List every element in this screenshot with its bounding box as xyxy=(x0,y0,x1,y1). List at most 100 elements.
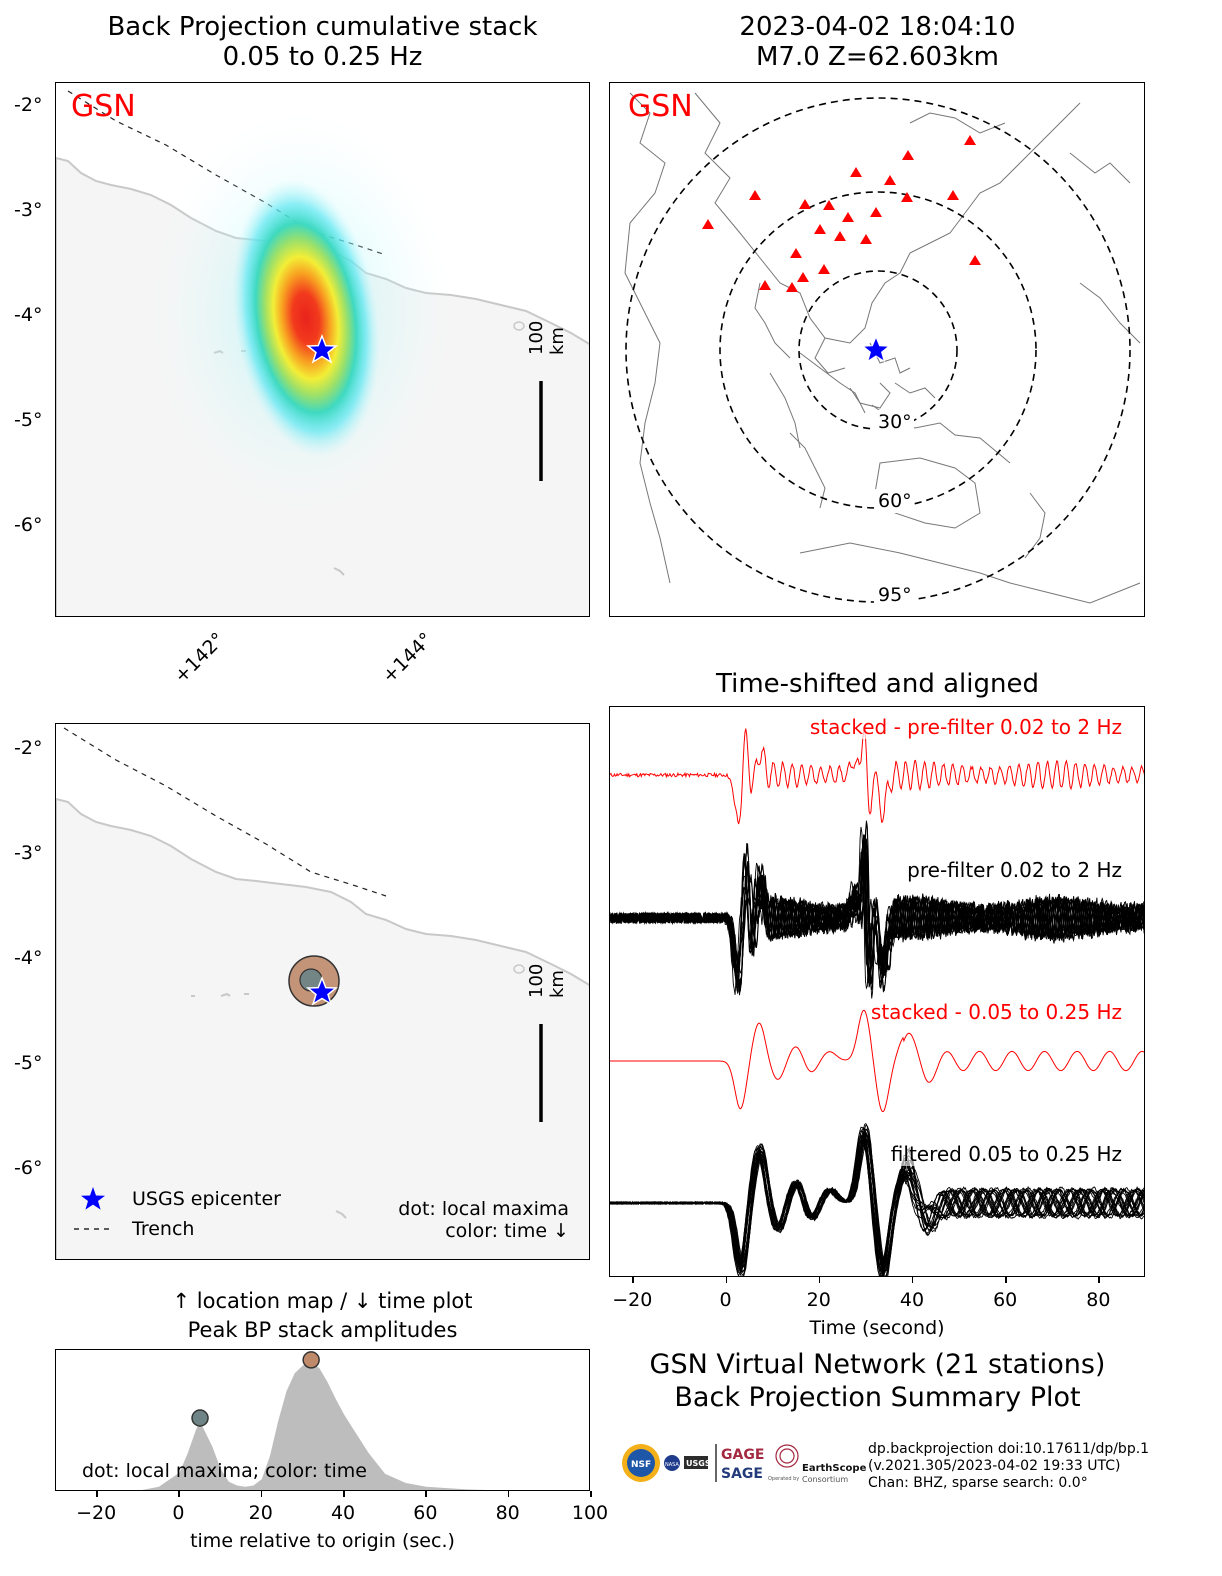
earthscope-logo-text: EarthScope xyxy=(802,1463,867,1474)
peak-x-tick: 40 xyxy=(330,1502,356,1524)
local-lat-tick-5: -6° xyxy=(14,1157,43,1179)
trace-label-stacked-bp: stacked - 0.05 to 0.25 Hz xyxy=(870,1000,1122,1024)
station-marker xyxy=(799,199,811,209)
bp-lat-tick-5: -6° xyxy=(14,514,43,536)
station-marker xyxy=(834,231,846,241)
station-marker xyxy=(870,207,882,217)
station-marker xyxy=(901,192,913,202)
local-trench xyxy=(63,727,387,897)
peak-title: ↑ location map / ↓ time plot Peak BP sta… xyxy=(55,1287,590,1345)
trace-svg xyxy=(610,726,1144,1276)
station-marker xyxy=(749,190,761,200)
peak-x-tick: 60 xyxy=(413,1502,438,1524)
bp-title-line2: 0.05 to 0.25 Hz xyxy=(222,42,423,72)
legend-epicenter-label: USGS epicenter xyxy=(132,1188,281,1210)
peak-local-max-dot xyxy=(191,1409,209,1427)
station-title-line1: 2023-04-02 18:04:10 xyxy=(739,12,1016,42)
trace-panel: stacked - pre-filter 0.02 to 2 Hz pre-fi… xyxy=(609,706,1145,1277)
trace-x-tick: 20 xyxy=(806,1289,831,1311)
station-marker xyxy=(759,280,771,290)
local-island xyxy=(513,964,525,974)
peak-area xyxy=(141,1362,487,1490)
local-lat-tick-4: -5° xyxy=(14,1052,43,1074)
bp-title-line1: Back Projection cumulative stack xyxy=(107,12,538,42)
local-note-line2: color: time ↓ xyxy=(445,1220,569,1242)
station-epicenter-star xyxy=(861,335,891,363)
station-title-line2: M7.0 Z=62.603km xyxy=(755,42,999,72)
trace-title: Time-shifted and aligned xyxy=(716,669,1039,699)
trace-x-tickmark xyxy=(818,1277,821,1283)
peak-x-tickmark xyxy=(590,1491,592,1497)
bp-island xyxy=(513,321,525,331)
ring-95 xyxy=(625,97,1131,603)
local-lat-tick-1: -2° xyxy=(14,737,43,759)
bp-map-svg xyxy=(56,90,589,616)
legend-epicenter-icon xyxy=(81,1187,105,1210)
station-marker xyxy=(786,282,798,292)
trace-x-tickmark xyxy=(1098,1277,1100,1283)
bp-epicenter-star xyxy=(305,333,339,364)
earthscope-logo xyxy=(775,1444,799,1468)
peak-x-tickmark xyxy=(343,1491,345,1497)
peak-x-tick: −20 xyxy=(76,1502,117,1524)
legend-trench-label: Trench xyxy=(132,1218,195,1240)
trace-stacked-prefilter xyxy=(610,726,1144,825)
footer-text: dp.backprojection doi:10.17611/dp/bp.1 (… xyxy=(868,1441,1222,1492)
trace-prefilter-station xyxy=(610,834,1144,984)
station-marker xyxy=(818,264,830,274)
nsf-logo-text: NSF xyxy=(631,1460,651,1470)
bp-lat-tick-1: -2° xyxy=(14,94,43,116)
trace-x-tick: 0 xyxy=(719,1289,732,1311)
logo-strip-svg: NSF NASA USGS GAGE SAGE Operated by Eart… xyxy=(622,1444,867,1484)
ring-label-60: 60° xyxy=(878,490,912,512)
trace-x-tickmark xyxy=(1005,1277,1007,1283)
summary-line2: Back Projection Summary Plot xyxy=(674,1382,1081,1413)
peak-title-line2: Peak BP stack amplitudes xyxy=(187,1318,458,1342)
bp-lat-tick-3: -4° xyxy=(14,304,43,326)
trace-x-tick: 80 xyxy=(1086,1289,1111,1311)
gage-logo: GAGE xyxy=(721,1447,764,1463)
local-note-line1: dot: local maxima xyxy=(398,1198,569,1220)
ring-label-30: 30° xyxy=(878,411,912,433)
footer-line3: Chan: BHZ, sparse search: 0.0° xyxy=(868,1475,1088,1491)
peak-x-tick: 20 xyxy=(248,1502,273,1524)
bp-network-label: GSN xyxy=(71,89,136,124)
trace-x-tickmark xyxy=(725,1277,728,1283)
station-marker xyxy=(884,175,896,185)
peak-x-tickmark xyxy=(260,1491,263,1497)
stations xyxy=(702,135,981,292)
trace-bandpass-station xyxy=(610,1139,1144,1266)
footer-line1: dp.backprojection doi:10.17611/dp/bp.1 xyxy=(868,1441,1150,1457)
trace-x-tickmark xyxy=(632,1277,634,1283)
trace-prefilter-station xyxy=(610,841,1144,990)
bp-map-panel: GSN 100 km xyxy=(55,82,590,617)
summary-line1: GSN Virtual Network (21 stations) xyxy=(649,1349,1106,1380)
station-network-label: GSN xyxy=(628,89,693,124)
local-land xyxy=(56,797,589,1259)
usgs-logo xyxy=(684,1456,708,1469)
station-marker xyxy=(797,272,809,282)
sage-logo: SAGE xyxy=(721,1466,763,1482)
peak-x-tickmark xyxy=(178,1491,180,1497)
bp-title: Back Projection cumulative stack 0.05 to… xyxy=(55,12,590,72)
station-marker xyxy=(969,255,981,265)
local-lat-tick-2: -3° xyxy=(14,842,43,864)
footer-line2: (v.2021.305/2023-04-02 19:33 UTC) xyxy=(868,1458,1121,1474)
summary-title: GSN Virtual Network (21 stations) Back P… xyxy=(610,1348,1145,1414)
local-lat-tick-3: -4° xyxy=(14,947,43,969)
local-map-panel: 100 km USGS epicenter Trench dot: local … xyxy=(55,723,590,1260)
bp-lat-tick-2: -3° xyxy=(14,199,43,221)
trace-x-tick: −20 xyxy=(612,1289,653,1311)
local-island xyxy=(220,992,231,997)
ring-60 xyxy=(719,191,1037,509)
peak-title-line1: ↑ location map / ↓ time plot xyxy=(172,1289,473,1313)
earthscope-sub-text: Consortium xyxy=(802,1475,848,1484)
peak-chart-panel: dot: local maxima; color: time xyxy=(55,1349,590,1491)
nasa-logo xyxy=(664,1455,680,1471)
nasa-logo-text: NASA xyxy=(665,1462,679,1468)
station-marker xyxy=(842,212,854,222)
peak-x-tickmark xyxy=(425,1491,427,1497)
peak-x-tickmark xyxy=(96,1491,98,1497)
local-map-svg xyxy=(56,727,589,1259)
station-marker xyxy=(823,200,835,210)
